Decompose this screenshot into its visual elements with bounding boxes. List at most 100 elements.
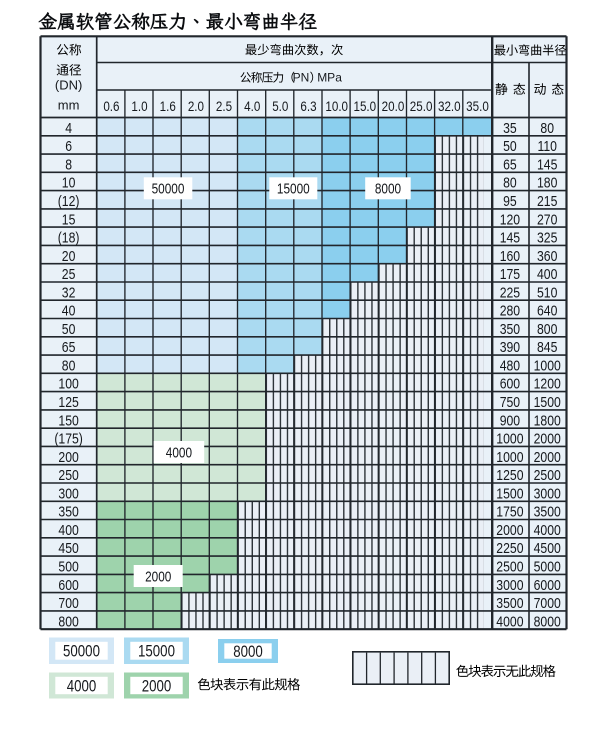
svg-text:1000: 1000 xyxy=(496,449,523,465)
svg-text:80: 80 xyxy=(540,120,554,136)
svg-text:65: 65 xyxy=(62,339,76,355)
svg-text:150: 150 xyxy=(58,412,78,428)
svg-text:25: 25 xyxy=(62,266,76,282)
svg-text:8: 8 xyxy=(65,157,72,173)
svg-text:4000: 4000 xyxy=(496,613,523,629)
svg-text:10.0: 10.0 xyxy=(325,98,348,114)
svg-text:175: 175 xyxy=(500,266,520,282)
svg-text:750: 750 xyxy=(500,394,520,410)
svg-text:120: 120 xyxy=(500,211,520,227)
svg-text:65: 65 xyxy=(503,157,517,173)
svg-text:10: 10 xyxy=(62,175,76,191)
svg-text:5.0: 5.0 xyxy=(272,98,288,114)
svg-text:mm: mm xyxy=(58,98,80,113)
svg-text:50000: 50000 xyxy=(152,180,185,196)
svg-text:480: 480 xyxy=(500,358,520,374)
svg-text:MPa: MPa xyxy=(317,71,342,85)
svg-text:125: 125 xyxy=(58,394,78,410)
svg-text:6000: 6000 xyxy=(534,577,561,593)
svg-text:6: 6 xyxy=(65,138,72,154)
svg-text:40: 40 xyxy=(62,303,76,319)
svg-text:15000: 15000 xyxy=(277,180,310,196)
svg-text:20: 20 xyxy=(62,248,76,264)
svg-text:(12): (12) xyxy=(58,193,80,209)
svg-text:390: 390 xyxy=(500,339,520,355)
svg-text:510: 510 xyxy=(537,284,557,300)
svg-text:80: 80 xyxy=(503,175,517,191)
svg-text:270: 270 xyxy=(537,211,557,227)
svg-text:900: 900 xyxy=(500,412,520,428)
svg-text:145: 145 xyxy=(537,157,557,173)
svg-text:350: 350 xyxy=(500,321,520,337)
svg-text:1500: 1500 xyxy=(496,485,523,501)
svg-text:500: 500 xyxy=(58,559,78,575)
svg-text:160: 160 xyxy=(500,248,520,264)
svg-text:32.0: 32.0 xyxy=(438,98,461,114)
svg-text:2000: 2000 xyxy=(534,449,561,465)
svg-text:4000: 4000 xyxy=(67,678,97,695)
svg-text:3000: 3000 xyxy=(534,485,561,501)
svg-text:5000: 5000 xyxy=(534,559,561,575)
svg-text:2500: 2500 xyxy=(534,467,561,483)
svg-text:4500: 4500 xyxy=(534,540,561,556)
svg-text:1.6: 1.6 xyxy=(160,98,176,114)
svg-text:(18): (18) xyxy=(58,230,80,246)
svg-text:2000: 2000 xyxy=(496,522,523,538)
svg-text:600: 600 xyxy=(500,376,520,392)
svg-text:180: 180 xyxy=(537,175,557,191)
svg-text:640: 640 xyxy=(537,303,557,319)
svg-text:700: 700 xyxy=(58,595,78,611)
svg-text:2000: 2000 xyxy=(142,678,172,695)
svg-text:1200: 1200 xyxy=(534,376,561,392)
svg-text:50: 50 xyxy=(503,138,517,154)
svg-text:(175): (175) xyxy=(54,431,83,447)
svg-text:100: 100 xyxy=(58,376,78,392)
svg-text:15: 15 xyxy=(62,211,76,227)
svg-text:3500: 3500 xyxy=(496,595,523,611)
svg-text:1.0: 1.0 xyxy=(131,98,147,114)
svg-text:80: 80 xyxy=(62,358,76,374)
svg-text:2.5: 2.5 xyxy=(216,98,232,114)
svg-text:8000: 8000 xyxy=(233,644,263,661)
svg-text:1800: 1800 xyxy=(534,412,561,428)
svg-text:8000: 8000 xyxy=(375,180,401,196)
svg-text:400: 400 xyxy=(58,522,78,538)
svg-text:110: 110 xyxy=(537,138,557,154)
svg-text:200: 200 xyxy=(58,449,78,465)
svg-text:1750: 1750 xyxy=(496,504,523,520)
svg-text:2000: 2000 xyxy=(145,568,171,584)
svg-text:6.3: 6.3 xyxy=(300,98,316,114)
svg-text:300: 300 xyxy=(58,485,78,501)
svg-text:2250: 2250 xyxy=(496,540,523,556)
svg-text:2000: 2000 xyxy=(534,431,561,447)
svg-text:7000: 7000 xyxy=(534,595,561,611)
svg-text:35.0: 35.0 xyxy=(466,98,489,114)
svg-text:800: 800 xyxy=(58,613,78,629)
svg-text:225: 225 xyxy=(500,284,520,300)
svg-text:25.0: 25.0 xyxy=(410,98,433,114)
svg-text:(DN): (DN) xyxy=(55,77,82,92)
svg-text:280: 280 xyxy=(500,303,520,319)
svg-text:350: 350 xyxy=(58,504,78,520)
svg-text:50: 50 xyxy=(62,321,76,337)
svg-text:800: 800 xyxy=(537,321,557,337)
svg-text:95: 95 xyxy=(503,193,517,209)
svg-text:15.0: 15.0 xyxy=(353,98,376,114)
svg-text:450: 450 xyxy=(58,540,78,556)
svg-text:50000: 50000 xyxy=(63,643,100,660)
svg-text:2500: 2500 xyxy=(496,559,523,575)
svg-text:845: 845 xyxy=(537,339,557,355)
svg-text:400: 400 xyxy=(537,266,557,282)
svg-text:4.0: 4.0 xyxy=(244,98,260,114)
svg-text:20.0: 20.0 xyxy=(382,98,405,114)
svg-text:3000: 3000 xyxy=(496,577,523,593)
svg-text:32: 32 xyxy=(62,284,76,300)
svg-text:PN: PN xyxy=(293,71,310,85)
svg-text:4: 4 xyxy=(65,120,72,136)
svg-text:15000: 15000 xyxy=(138,643,175,660)
svg-text:1000: 1000 xyxy=(534,358,561,374)
svg-text:325: 325 xyxy=(537,230,557,246)
svg-text:215: 215 xyxy=(537,193,557,209)
svg-text:250: 250 xyxy=(58,467,78,483)
svg-text:4000: 4000 xyxy=(166,444,192,460)
